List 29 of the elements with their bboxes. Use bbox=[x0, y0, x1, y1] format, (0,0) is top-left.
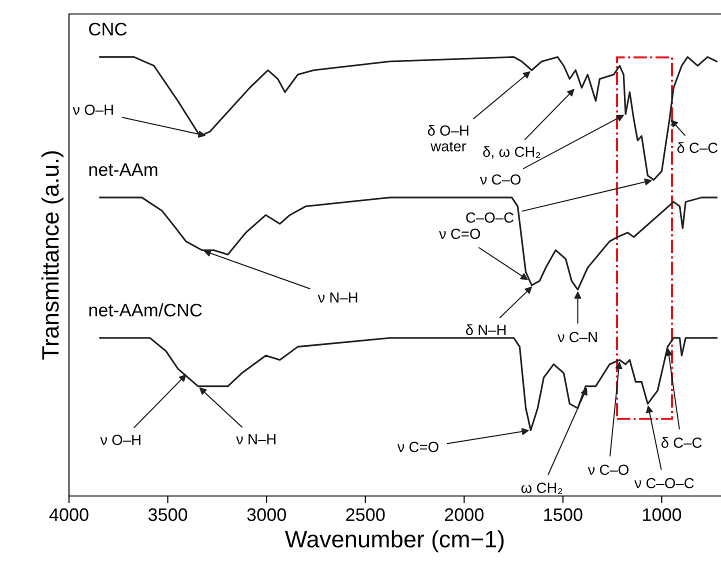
x-tick-label: 4000 bbox=[49, 508, 88, 522]
annotation: ν C–O bbox=[480, 174, 521, 185]
annotation: ω CH₂ bbox=[521, 482, 562, 494]
x-tick-label: 3000 bbox=[247, 508, 286, 522]
series-label: CNC bbox=[89, 22, 127, 36]
annotation: C–O–C bbox=[466, 212, 514, 223]
annotation: ν C–O–C bbox=[634, 478, 694, 488]
x-tick-label: 2500 bbox=[346, 508, 385, 522]
annotation: δ C–C bbox=[677, 142, 718, 153]
x-tick-label: 3500 bbox=[148, 508, 188, 522]
annotation: ν N–H bbox=[236, 434, 276, 444]
x-tick-label: 1500 bbox=[544, 508, 582, 522]
series-label: net-AAm bbox=[89, 163, 158, 176]
annotation: ν N–H bbox=[318, 292, 358, 303]
annotation: ν C–N bbox=[558, 332, 597, 342]
series-label: net-AAm/CNC bbox=[89, 303, 202, 316]
annotation: ν C=O bbox=[397, 442, 438, 452]
annotation: ν C=O bbox=[439, 228, 480, 239]
annotation: δ C–C bbox=[661, 437, 702, 448]
x-tick-label: 1000 bbox=[643, 508, 682, 522]
annotation: ν C–O bbox=[588, 464, 628, 475]
annotation: δ O–H water bbox=[428, 124, 468, 152]
x-tick-label: 2000 bbox=[444, 508, 484, 522]
annotation: ν O–H bbox=[100, 434, 140, 446]
y-axis-title: Transmittance (a.u.) bbox=[41, 151, 64, 360]
annotation: δ, ω CH₂ bbox=[483, 146, 540, 159]
annotation: ν O–H bbox=[72, 104, 113, 115]
x-axis-title: Wavenumber (cm−1) bbox=[285, 530, 504, 552]
annotation: δ N–H bbox=[466, 324, 506, 336]
